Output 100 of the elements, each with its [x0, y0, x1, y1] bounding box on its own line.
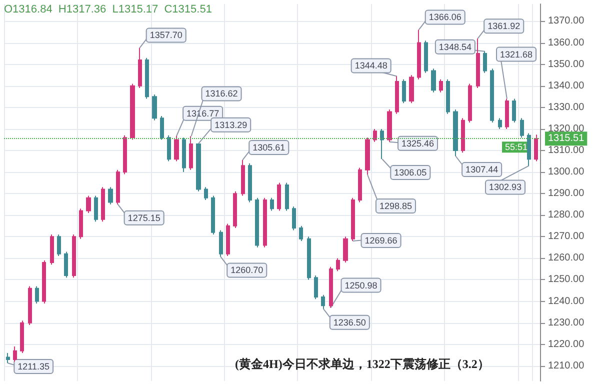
annotation: O1316.84 H1317.36 L1315.17 C1315.51 [4, 4, 212, 16]
annotation: 1344.48 [354, 60, 388, 71]
candlestick [520, 118, 524, 138]
candlestick [219, 230, 223, 258]
candlestick [145, 57, 149, 100]
annotation: 1321.68 [500, 49, 533, 60]
candlestick [160, 116, 164, 140]
candlestick [182, 137, 186, 173]
candlestick [285, 182, 289, 212]
annotation: (黄金4H)今日不求单边，1322下震荡修正（3.2） [235, 357, 490, 371]
candlestick [358, 167, 362, 203]
candlestick [336, 258, 340, 272]
candlestick [108, 186, 113, 205]
candlestick [13, 346, 17, 362]
candlestick [35, 286, 39, 304]
annotation: 1236.50 [333, 317, 366, 328]
candlestick [6, 352, 10, 364]
y-tick-label: 1290.00 [548, 188, 585, 200]
annotation: 1306.05 [394, 168, 427, 178]
candlestick [101, 186, 105, 222]
candlestick [123, 134, 127, 175]
candlestick [329, 266, 333, 308]
candlestick [248, 162, 252, 203]
candlestick [446, 78, 450, 114]
candlestick [28, 286, 32, 326]
y-tick-label: 1330.00 [548, 102, 585, 113]
candlestick [211, 195, 215, 236]
y-tick-label: 1260.00 [548, 252, 585, 264]
annotation: 55:51 [505, 142, 528, 152]
candlestick [42, 260, 46, 304]
annotation: 1348.54 [438, 42, 472, 52]
candlestick [130, 83, 135, 140]
y-tick-label: 1360.00 [548, 37, 585, 48]
y-tick-label: 1350.00 [548, 58, 585, 70]
candlestick [343, 236, 348, 264]
candlestick [292, 206, 296, 231]
candlestick [490, 68, 494, 123]
candlestick [241, 159, 245, 196]
candlestick [233, 190, 237, 229]
annotation: 1269.66 [364, 235, 398, 246]
y-tick-label: 1370.00 [548, 16, 585, 27]
y-tick-label: 1340.00 [548, 80, 585, 92]
candlestick [365, 137, 370, 176]
annotation: 1305.61 [252, 142, 286, 152]
y-tick-label: 1230.00 [548, 317, 585, 328]
candlestick [512, 98, 516, 123]
candlestick [417, 29, 421, 80]
candlestick [409, 74, 414, 104]
annotation: 1250.98 [344, 280, 378, 290]
y-tick-label: 1250.00 [548, 274, 585, 286]
candlestick [307, 236, 311, 280]
candlestick [189, 136, 193, 170]
candlestick [424, 40, 428, 74]
candlestick [505, 98, 509, 130]
candlestick [152, 94, 157, 121]
annotation: 1361.92 [488, 21, 520, 32]
candlestick [380, 128, 384, 160]
candlestick [196, 142, 201, 192]
candlestick [50, 234, 54, 266]
ref-line-label: 1315.51 [548, 133, 585, 144]
candlestick [94, 195, 98, 222]
candlestick [72, 234, 76, 278]
y-tick-label: 1270.00 [548, 231, 585, 242]
candlestick [483, 50, 487, 74]
candlestick [174, 135, 179, 162]
candlestick [64, 251, 68, 278]
y-tick-label: 1220.00 [548, 338, 585, 350]
candlestick [79, 208, 83, 240]
candlestick [453, 109, 458, 157]
candlestick [498, 118, 502, 130]
candlestick [270, 197, 274, 212]
candlestick [116, 169, 120, 205]
candlestick [299, 225, 303, 242]
candlestick [138, 47, 142, 89]
candlestick [277, 182, 281, 212]
annotation: 1307.44 [466, 164, 498, 175]
annotation: 1275.15 [128, 212, 160, 223]
annotation: 1325.46 [401, 138, 434, 148]
candlestick [314, 274, 318, 300]
candlestick [461, 118, 465, 154]
candlestick [395, 76, 399, 114]
candlestick [321, 294, 325, 310]
candlestick [402, 78, 406, 104]
candlestick [373, 128, 377, 142]
y-tick-label: 1300.00 [548, 166, 585, 178]
candlestick [351, 197, 355, 242]
candlestick [431, 68, 436, 93]
annotation: 1313.29 [214, 120, 248, 130]
annotation: 1211.35 [18, 362, 50, 372]
candlestick [387, 109, 392, 142]
y-tick-label: 1280.00 [548, 210, 585, 221]
candlestick [167, 134, 171, 162]
annotation: 1260.70 [230, 265, 264, 276]
annotation: 1298.85 [379, 201, 412, 212]
y-tick-label: 1210.00 [548, 360, 585, 372]
candlestick [439, 78, 443, 93]
annotation: 1316.62 [205, 88, 238, 99]
y-tick-label: 1310.00 [548, 144, 585, 156]
annotation: 1366.06 [428, 12, 462, 22]
candlestick [204, 186, 208, 201]
